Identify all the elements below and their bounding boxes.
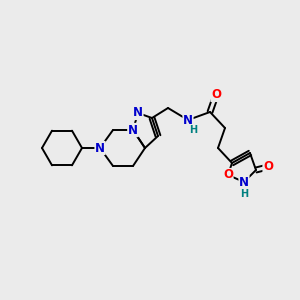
Text: O: O: [263, 160, 273, 173]
Text: O: O: [211, 88, 221, 101]
Text: N: N: [95, 142, 105, 154]
Text: O: O: [223, 169, 233, 182]
Text: N: N: [128, 124, 138, 136]
Text: H: H: [240, 189, 248, 199]
Text: N: N: [133, 106, 143, 119]
Text: N: N: [183, 113, 193, 127]
Text: N: N: [128, 124, 138, 136]
Text: N: N: [239, 176, 249, 188]
Text: H: H: [189, 125, 197, 135]
